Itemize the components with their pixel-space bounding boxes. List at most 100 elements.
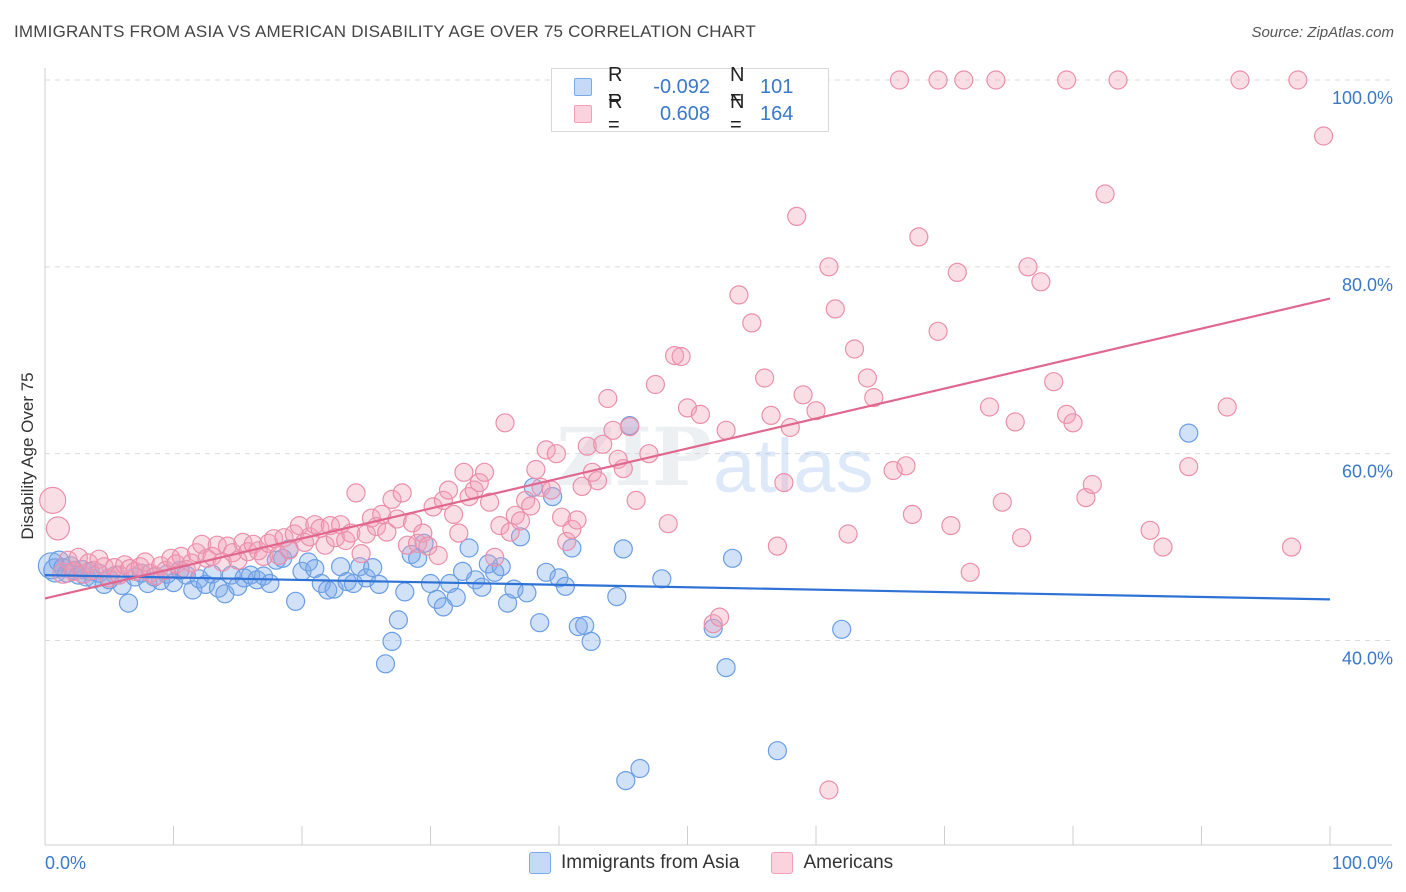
scatter-point <box>438 480 459 500</box>
scatter-point <box>947 262 967 282</box>
scatter-point <box>498 593 518 613</box>
scatter-point <box>603 420 623 440</box>
scatter-point <box>1179 457 1199 477</box>
watermark-zip: ZIP <box>556 410 712 504</box>
scatter-point <box>536 562 556 582</box>
legend-swatch-asia <box>574 78 592 96</box>
scatter-point <box>709 607 730 627</box>
scatter-point <box>510 527 531 547</box>
legend-swatch-americans <box>574 105 592 123</box>
scatter-point <box>1063 413 1083 433</box>
scatter-point <box>433 597 453 617</box>
trend-line <box>44 573 1331 601</box>
scatter-point <box>896 456 916 476</box>
gridlines <box>45 79 1392 641</box>
scatter-point <box>742 313 762 333</box>
scatter-point <box>517 583 537 603</box>
legend-row-asia: R = -0.092 N = 101 <box>574 64 793 109</box>
scatter-point <box>449 523 469 543</box>
scatter-point <box>568 616 588 637</box>
scatter-point <box>351 543 371 564</box>
scatter-point <box>806 401 826 421</box>
trend-lines <box>44 297 1331 601</box>
legend-n-label: N = <box>730 64 745 109</box>
scatter-point <box>510 511 531 531</box>
scatter-point <box>716 657 736 678</box>
scatter-point <box>1288 70 1308 90</box>
scatter-point <box>395 582 415 602</box>
scatter-point <box>992 492 1012 512</box>
axes <box>44 68 1392 846</box>
scatter-point <box>1313 126 1334 146</box>
scatter-point <box>787 206 807 226</box>
scatter-point <box>575 615 595 636</box>
scatter-point <box>593 434 613 454</box>
scatter-point <box>690 404 711 424</box>
scatter-point <box>536 440 556 460</box>
scatter-point <box>505 505 525 525</box>
source-label: Source: ZipAtlas.com <box>1251 24 1394 41</box>
scatter-point <box>45 516 71 541</box>
scatter-point <box>941 515 961 536</box>
scatter-point <box>1011 528 1032 548</box>
scatter-point <box>616 770 636 791</box>
scatter-point <box>703 618 723 638</box>
scatter-point <box>844 339 865 359</box>
scatter-point <box>1044 372 1064 392</box>
scatter-point <box>1140 520 1160 540</box>
scatter-point <box>490 515 510 536</box>
legend-item-asia[interactable]: Immigrants from Asia <box>529 852 739 874</box>
scatter-point <box>118 593 139 613</box>
scatter-point <box>392 483 412 503</box>
scatter-point <box>253 566 274 586</box>
scatter-point <box>562 538 582 558</box>
scatter-point <box>555 576 576 596</box>
scatter-point <box>135 552 155 572</box>
scatter-point <box>515 490 536 510</box>
scatter-point <box>446 587 466 608</box>
watermark-atlas: atlas <box>713 424 874 509</box>
scatter-point <box>260 573 280 594</box>
legend-row-americans: R = 0.608 N = 164 <box>574 91 793 136</box>
scatter-point <box>825 299 845 319</box>
correlation-legend: R = -0.092 N = 101 R = 0.608 N = 164 <box>551 64 829 136</box>
legend-swatch-americans <box>771 852 794 874</box>
scatter-point <box>729 285 749 305</box>
legend-item-americans[interactable]: Americans <box>771 852 893 874</box>
scatter-point <box>346 483 366 503</box>
scatter-point <box>1056 70 1077 90</box>
scatter-point <box>761 405 781 425</box>
scatter-point <box>928 70 948 90</box>
legend-r-label: R = <box>608 91 623 136</box>
y-tick-labels: 40.0% 60.0% 80.0% 100.0% <box>1332 88 1393 668</box>
scatter-point <box>857 368 878 388</box>
trend-line <box>44 297 1331 600</box>
scatter-point <box>581 631 601 652</box>
scatter-point <box>819 780 839 800</box>
scatter-point <box>1005 412 1025 432</box>
scatter-point <box>613 539 633 559</box>
scatter-point <box>521 496 541 516</box>
scatter-point <box>369 574 389 595</box>
scatter-point <box>557 531 577 552</box>
scatter-point <box>444 504 464 525</box>
scatter-point <box>269 545 289 566</box>
scatter-point <box>454 462 474 482</box>
legend-label-americans: Americans <box>803 852 894 873</box>
scatter-point <box>1108 70 1128 90</box>
scatter-point <box>472 577 492 597</box>
x-tick-label: 100.0% <box>1332 853 1393 873</box>
legend-r-value: 0.608 <box>659 102 710 125</box>
scatter-point <box>909 227 929 247</box>
scatter-point <box>526 459 546 480</box>
scatter-point <box>722 548 743 568</box>
scatter-point <box>767 536 788 556</box>
scatter-point <box>767 741 788 761</box>
scatter-point <box>377 522 397 542</box>
scatter-point <box>1082 474 1102 495</box>
scatter-point <box>979 397 1000 417</box>
scatter-point <box>363 557 383 578</box>
y-tick-label: 60.0% <box>1342 462 1393 482</box>
scatter-point <box>480 492 500 512</box>
